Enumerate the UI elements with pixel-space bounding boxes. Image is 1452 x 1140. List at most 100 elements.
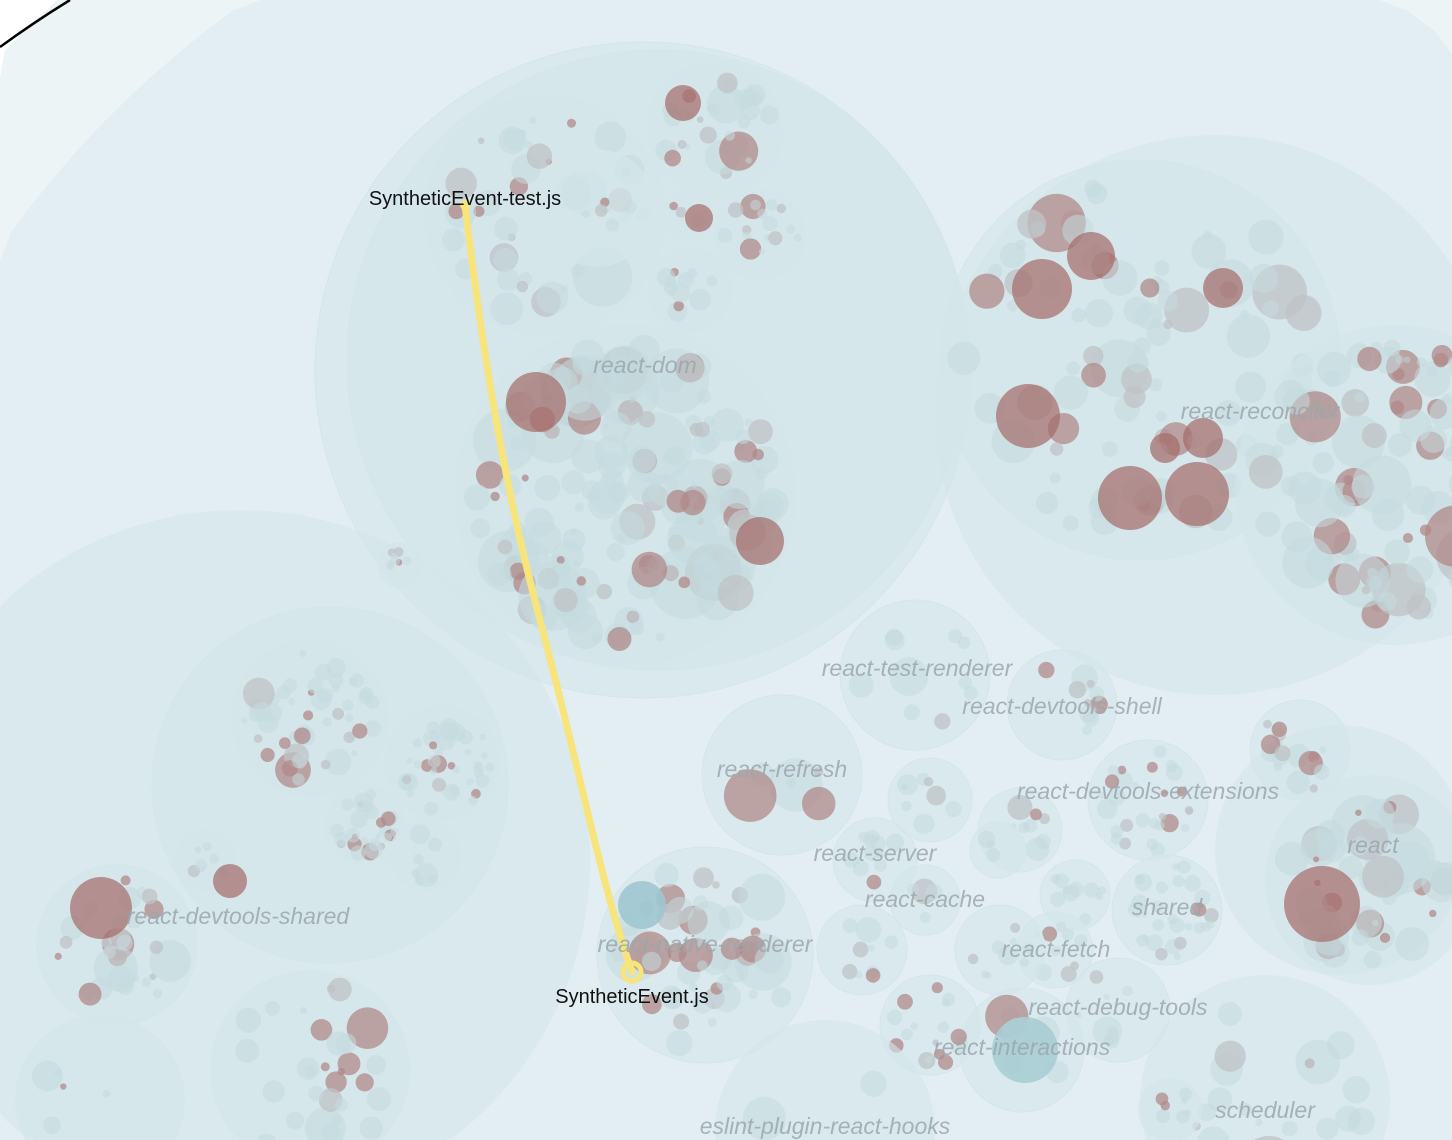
file-circle <box>1313 764 1330 781</box>
package-label-react-cache[interactable]: react-cache <box>865 886 985 912</box>
hot-file-circle <box>1012 259 1072 319</box>
file-circle <box>757 208 768 219</box>
file-circle <box>926 785 946 806</box>
file-circle <box>296 1057 320 1081</box>
file-circle <box>723 769 777 822</box>
file-circle <box>760 105 779 125</box>
file-circle <box>852 941 869 958</box>
file-circle <box>1260 734 1281 755</box>
package-label-react-server[interactable]: react-server <box>814 840 938 866</box>
file-circle <box>1134 874 1145 885</box>
file-circle <box>1355 809 1362 816</box>
file-circle <box>610 511 645 546</box>
file-circle <box>696 389 712 404</box>
package-label-eslint-plugin-react-hooks[interactable]: eslint-plugin-react-hooks <box>700 1113 951 1139</box>
file-circle <box>748 989 759 1000</box>
file-circle <box>1068 680 1087 699</box>
file-circle <box>1141 911 1148 918</box>
file-circle <box>521 474 529 482</box>
package-label-react-devtools-extensions[interactable]: react-devtools-extensions <box>1017 778 1280 804</box>
file-circle <box>720 937 744 960</box>
hot-file-circle <box>1284 866 1360 942</box>
file-label-synthetic-event-test[interactable]: SyntheticEvent-test.js <box>369 188 561 210</box>
file-circle <box>923 776 934 787</box>
file-circle <box>1173 952 1182 961</box>
file-circle <box>493 216 518 241</box>
file-circle <box>642 994 662 1015</box>
package-label-react-fetch[interactable]: react-fetch <box>1002 936 1111 962</box>
file-circle <box>1082 725 1093 736</box>
file-circle <box>1235 371 1267 403</box>
file-circle <box>1217 1001 1242 1026</box>
file-circle <box>1342 1075 1371 1104</box>
file-circle <box>1448 563 1452 593</box>
file-circle <box>458 729 473 745</box>
file-circle <box>677 139 687 150</box>
hot-file-circle <box>736 517 784 565</box>
file-circle <box>466 777 474 786</box>
package-label-react-devtools-shell[interactable]: react-devtools-shell <box>962 693 1162 719</box>
package-label-react[interactable]: react <box>1347 832 1400 858</box>
file-circle <box>735 429 751 445</box>
file-circle <box>330 1114 342 1126</box>
file-circle <box>235 1007 262 1033</box>
file-circle <box>1050 945 1062 957</box>
file-circle <box>1271 721 1288 737</box>
file-circle <box>1153 745 1167 758</box>
file-circle <box>308 1085 324 1102</box>
file-circle <box>1350 836 1370 856</box>
file-circle <box>1053 375 1089 410</box>
file-circle <box>762 215 778 232</box>
file-circle <box>739 238 762 260</box>
file-circle <box>919 911 931 923</box>
file-circle <box>1184 874 1201 892</box>
package-label-shared[interactable]: shared <box>1132 894 1204 920</box>
file-circle <box>1084 299 1114 328</box>
package-label-react-test-renderer[interactable]: react-test-renderer <box>822 655 1014 681</box>
file-circle <box>977 830 996 849</box>
file-circle <box>986 847 1001 863</box>
file-circle <box>327 977 352 1002</box>
package-label-react-interactions[interactable]: react-interactions <box>934 1034 1111 1060</box>
file-circle <box>1270 444 1284 459</box>
file-circle <box>1101 440 1118 457</box>
file-circle <box>663 988 685 1010</box>
file-circle <box>596 583 613 600</box>
package-label-react-refresh[interactable]: react-refresh <box>717 756 847 782</box>
file-circle <box>1403 356 1411 364</box>
file-circle <box>716 975 733 991</box>
file-circle <box>562 528 586 552</box>
file-circle <box>1155 410 1167 422</box>
file-circle <box>957 636 971 650</box>
file-circle <box>320 1123 341 1140</box>
file-circle <box>1184 922 1193 931</box>
file-circle <box>585 492 594 500</box>
file-circle <box>351 750 358 757</box>
file-circle <box>719 131 759 171</box>
file-circle <box>1019 958 1030 968</box>
file-circle <box>1104 774 1120 789</box>
package-label-scheduler[interactable]: scheduler <box>1215 1097 1316 1123</box>
file-circle <box>906 883 919 896</box>
file-label-synthetic-event[interactable]: SyntheticEvent.js <box>555 986 708 1008</box>
package-label-react-debug-tools[interactable]: react-debug-tools <box>1029 994 1208 1020</box>
package-label-react-native-renderer[interactable]: react-native-renderer <box>598 931 814 957</box>
file-circle <box>1376 842 1388 853</box>
file-circle <box>621 412 693 484</box>
package-label-react-devtools-shared[interactable]: react-devtools-shared <box>127 903 351 929</box>
file-circle <box>531 546 539 554</box>
file-circle <box>1128 901 1144 918</box>
file-circle <box>241 717 248 724</box>
file-circle <box>490 292 524 326</box>
file-circle <box>712 881 720 889</box>
file-circle <box>382 832 393 842</box>
hot-file-circle <box>1165 462 1229 526</box>
file-circle <box>1127 351 1149 373</box>
file-circle <box>260 747 275 763</box>
package-label-react-dom[interactable]: react-dom <box>593 352 697 378</box>
file-circle <box>1155 881 1168 894</box>
package-label-react-reconciler[interactable]: react-reconciler <box>1181 398 1341 424</box>
file-circle <box>1083 345 1104 367</box>
file-circle <box>1363 950 1382 969</box>
